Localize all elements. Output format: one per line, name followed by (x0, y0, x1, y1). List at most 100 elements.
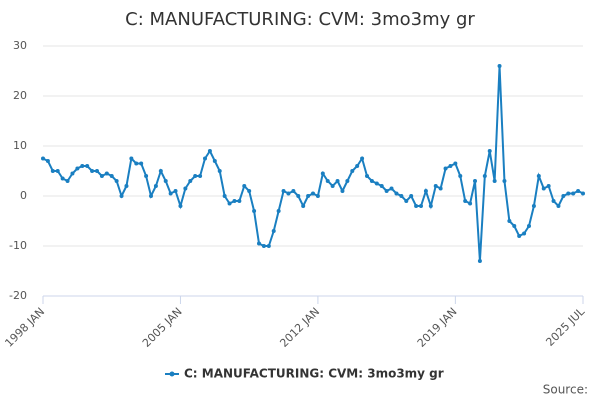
point (286, 191, 291, 196)
point (507, 219, 512, 223)
point (144, 174, 149, 178)
point (473, 179, 477, 183)
point (149, 194, 153, 198)
point (448, 164, 453, 168)
point (571, 191, 576, 196)
point (428, 204, 433, 208)
point (561, 194, 566, 198)
source: Source: (543, 383, 588, 397)
point (399, 194, 404, 198)
point (556, 204, 561, 208)
point (242, 184, 247, 188)
point (193, 174, 198, 178)
point (85, 164, 90, 168)
point (247, 189, 252, 193)
point (266, 244, 271, 248)
y-tick-label: 10 (13, 139, 27, 152)
point (536, 174, 541, 178)
point (75, 166, 80, 171)
y-tick-label: -20 (9, 289, 27, 302)
point (325, 179, 330, 183)
point (99, 174, 104, 178)
point (576, 189, 581, 193)
point (384, 189, 389, 193)
point (173, 189, 178, 193)
legend-marker (169, 371, 175, 377)
point (320, 171, 325, 176)
point (581, 191, 585, 196)
point (492, 179, 497, 183)
point (271, 229, 276, 233)
point (369, 179, 374, 183)
point (350, 169, 355, 173)
point (70, 171, 75, 176)
point (119, 194, 124, 198)
point (379, 184, 384, 188)
point (124, 184, 129, 188)
point (340, 189, 345, 193)
point (438, 186, 443, 191)
point (531, 204, 536, 208)
point (355, 164, 360, 168)
point (512, 224, 517, 228)
point (90, 169, 95, 173)
legend-label[interactable]: C: MANUFACTURING: CVM: 3mo3my gr (184, 367, 444, 381)
point (227, 201, 232, 206)
point (522, 231, 527, 236)
point (129, 156, 134, 161)
point (55, 169, 60, 173)
point (232, 199, 237, 203)
point (217, 169, 222, 173)
point (365, 174, 369, 178)
point (443, 166, 448, 171)
point (409, 194, 414, 198)
x-tick-label: 2019 JAN (415, 305, 460, 350)
point (306, 194, 311, 198)
point (183, 186, 188, 191)
point (139, 161, 144, 166)
x-tick-label: 2025 JUL (543, 304, 587, 348)
y-tick-label: 30 (13, 39, 27, 52)
point (114, 179, 119, 183)
y-tick-label: 0 (20, 189, 27, 202)
point (311, 191, 315, 196)
point (453, 161, 458, 166)
point (468, 201, 473, 206)
point (477, 259, 482, 263)
y-tick-label: -10 (9, 239, 27, 252)
point (261, 244, 266, 248)
point (188, 179, 193, 183)
point (546, 184, 551, 188)
point (104, 171, 109, 176)
x-tick-label: 2012 JAN (277, 305, 322, 350)
point (80, 164, 85, 168)
point (60, 176, 65, 181)
point (50, 169, 55, 173)
y-tick-label: 20 (13, 89, 27, 102)
point (178, 204, 183, 208)
point (527, 224, 531, 228)
point (497, 64, 502, 68)
point (502, 179, 507, 183)
point (551, 199, 556, 203)
point (222, 194, 227, 198)
point (315, 194, 320, 198)
point (65, 179, 70, 183)
x-tick-label: 1998 JAN (2, 305, 47, 350)
point (198, 174, 203, 178)
point (301, 204, 306, 208)
point (207, 149, 212, 153)
series-line (42, 65, 584, 262)
point (458, 174, 463, 178)
point (374, 181, 379, 186)
point (168, 191, 173, 196)
point (252, 209, 257, 213)
point (212, 159, 217, 163)
point (517, 234, 522, 238)
point (423, 189, 428, 193)
point (158, 169, 163, 173)
point (482, 174, 487, 178)
point (345, 179, 350, 183)
point (404, 199, 409, 203)
